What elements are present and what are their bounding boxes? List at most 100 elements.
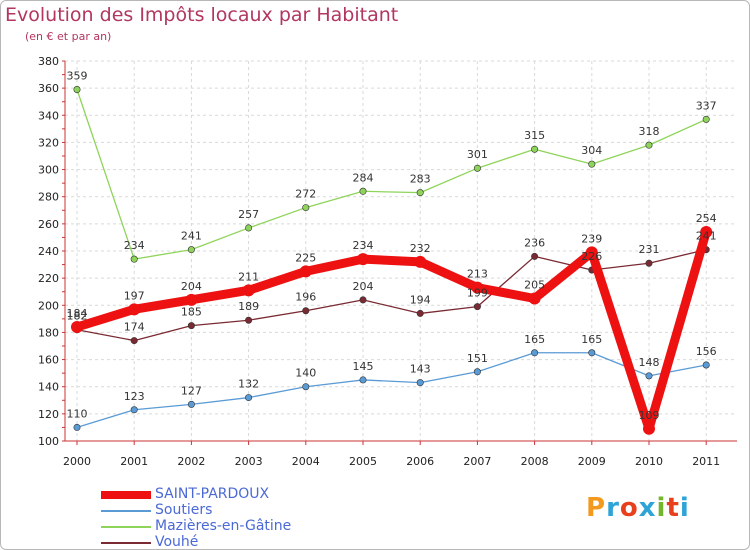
data-label: 197 <box>124 289 145 302</box>
data-label: 241 <box>181 230 202 243</box>
data-label: 234 <box>124 239 145 252</box>
y-tick-label: 260 <box>38 218 59 231</box>
data-label: 184 <box>67 307 88 320</box>
data-point-vouh- <box>187 322 195 330</box>
data-label: 182 <box>67 310 88 323</box>
data-label: 234 <box>353 239 374 252</box>
data-label: 140 <box>295 367 316 380</box>
data-label: 225 <box>295 251 316 264</box>
data-point-soutiers <box>416 379 424 387</box>
data-label: 156 <box>696 345 717 358</box>
data-label: 199 <box>467 287 488 300</box>
y-tick-label: 120 <box>38 408 59 421</box>
data-label: 204 <box>181 280 202 293</box>
data-label: 232 <box>410 242 431 255</box>
legend-label: Soutiers <box>155 502 213 518</box>
data-label: 318 <box>639 125 660 138</box>
data-label: 231 <box>639 243 660 256</box>
data-point-saint-pardoux <box>185 293 198 306</box>
x-tick-label: 2000 <box>63 455 91 468</box>
data-label: 284 <box>353 171 374 184</box>
data-point-soutiers <box>302 383 310 391</box>
x-tick-label: 2009 <box>578 455 606 468</box>
data-label: 204 <box>353 280 374 293</box>
data-label: 194 <box>410 293 431 306</box>
y-tick-label: 380 <box>38 55 59 68</box>
data-label: 315 <box>524 129 545 142</box>
y-tick-label: 140 <box>38 381 59 394</box>
data-point-vouh- <box>531 252 539 260</box>
data-point-mazi-res-en-g-tine <box>187 246 195 254</box>
data-label: 132 <box>238 378 259 391</box>
x-tick-label: 2010 <box>635 455 663 468</box>
data-point-mazi-res-en-g-tine <box>302 204 310 212</box>
y-tick-label: 100 <box>38 435 59 448</box>
data-point-mazi-res-en-g-tine <box>359 187 367 195</box>
data-label: 109 <box>639 409 660 422</box>
data-point-soutiers <box>531 349 539 357</box>
logo-letter: r <box>606 493 620 523</box>
data-point-saint-pardoux <box>299 265 312 278</box>
y-tick-label: 200 <box>38 299 59 312</box>
series-line-saint-pardoux <box>72 227 711 434</box>
data-point-mazi-res-en-g-tine <box>702 115 710 123</box>
data-point-mazi-res-en-g-tine <box>73 86 81 94</box>
grid <box>65 60 737 442</box>
data-label: 123 <box>124 390 145 403</box>
data-point-vouh- <box>130 337 138 345</box>
data-labels: 110 123 127 132 140 145 143 151 165 165 148 156 359 2… <box>67 70 717 422</box>
y-tick-label: 280 <box>38 191 59 204</box>
chart-title: Evolution des Impôts locaux par Habitant <box>5 4 399 26</box>
data-label: 241 <box>696 230 717 243</box>
data-point-saint-pardoux <box>128 303 141 316</box>
series-line-soutiers <box>76 352 707 429</box>
legend-swatch-mazieres <box>101 526 151 528</box>
data-label: 272 <box>295 188 316 201</box>
data-label: 143 <box>410 363 431 376</box>
data-point-soutiers <box>473 368 481 376</box>
data-point-mazi-res-en-g-tine <box>416 189 424 197</box>
data-point-mazi-res-en-g-tine <box>130 255 138 263</box>
legend-swatch-soutiers <box>101 510 151 512</box>
data-point-saint-pardoux <box>471 281 484 294</box>
data-label: 304 <box>581 144 602 157</box>
legend-label: SAINT-PARDOUX <box>155 486 270 502</box>
data-label: 257 <box>238 208 259 221</box>
data-label: 239 <box>581 232 602 245</box>
y-tick-label: 360 <box>38 82 59 95</box>
data-point-saint-pardoux <box>242 284 255 297</box>
data-label: 196 <box>295 291 316 304</box>
x-tick-label: 2003 <box>235 455 263 468</box>
data-point-soutiers <box>245 394 253 402</box>
data-point-saint-pardoux <box>357 253 369 266</box>
data-label: 205 <box>524 279 545 292</box>
data-label: 283 <box>410 173 431 186</box>
data-label: 359 <box>67 70 88 83</box>
data-point-soutiers <box>702 361 710 369</box>
logo-letter: o <box>619 493 639 523</box>
chart-subtitle: (en € et par an) <box>25 30 112 43</box>
x-tick-label: 2001 <box>120 455 148 468</box>
data-point-soutiers <box>187 400 195 408</box>
data-label: 151 <box>467 352 488 365</box>
data-point-mazi-res-en-g-tine <box>473 164 481 172</box>
x-tick-label: 2004 <box>292 455 320 468</box>
data-label: 236 <box>524 236 545 249</box>
logo-letter: x <box>638 493 657 523</box>
data-point-saint-pardoux <box>71 321 83 333</box>
data-label: 165 <box>524 333 545 346</box>
data-point-mazi-res-en-g-tine <box>645 141 653 149</box>
data-point-soutiers <box>130 406 138 414</box>
legend-label: Mazières-en-Gâtine <box>155 518 292 534</box>
data-point-vouh- <box>645 259 653 267</box>
data-point-vouh- <box>245 316 253 324</box>
data-label: 226 <box>581 250 602 263</box>
data-point-saint-pardoux <box>643 422 655 435</box>
proxiti-logo: Proxiti <box>586 493 690 523</box>
y-tick-label: 220 <box>38 272 59 285</box>
data-label: 165 <box>581 333 602 346</box>
data-label: 185 <box>181 306 202 319</box>
x-tick-label: 2011 <box>692 455 720 468</box>
axes: 100 120 140 160 180 200 220 240 260 280 300 320 340 3… <box>38 55 737 468</box>
